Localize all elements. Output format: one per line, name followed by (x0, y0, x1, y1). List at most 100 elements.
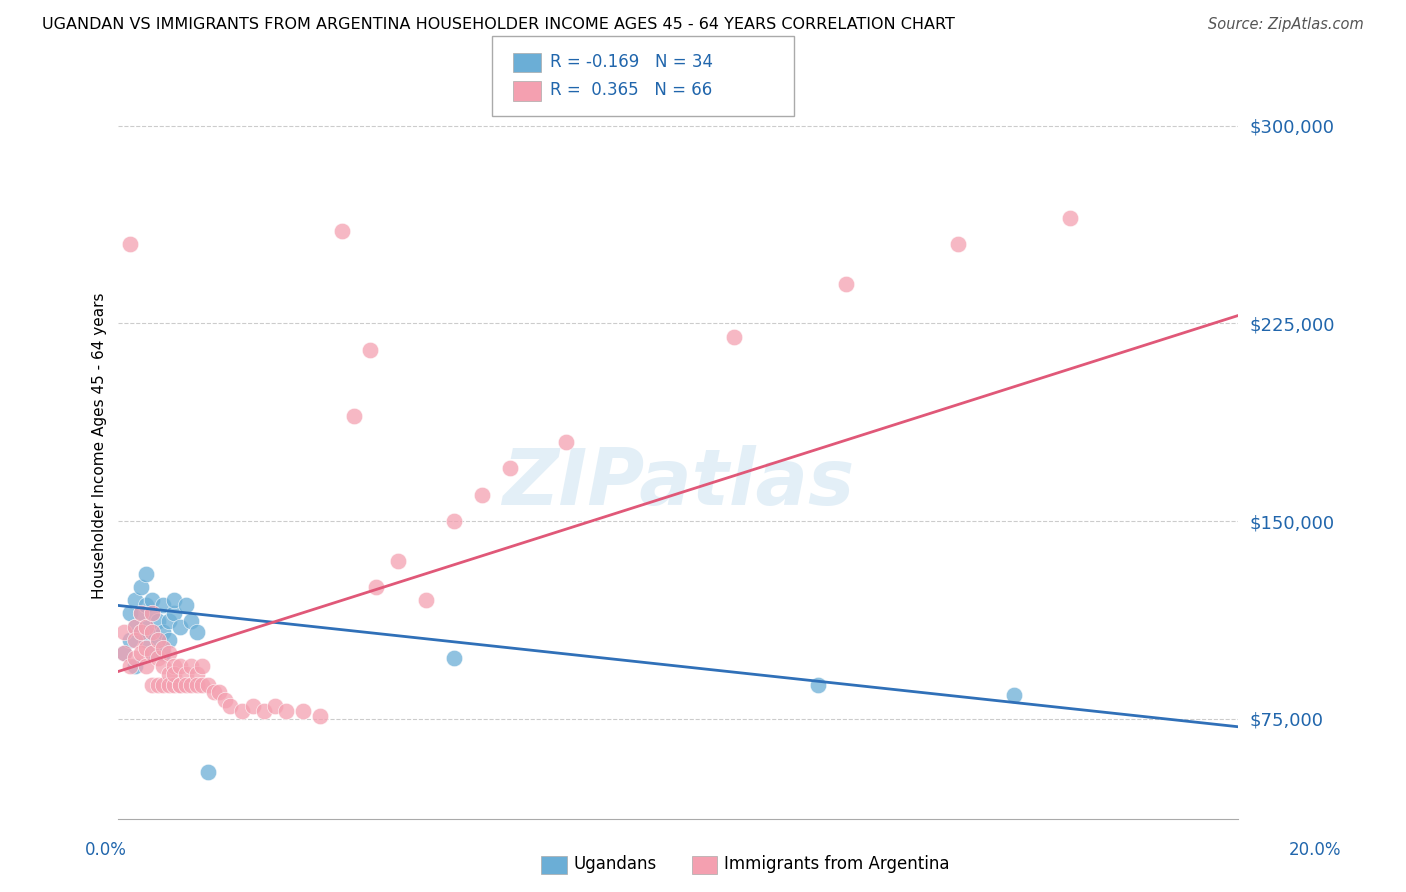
Point (135, 599, 157, 613)
Point (135, 619, 157, 633)
Point (146, 632, 169, 647)
Point (152, 646, 174, 660)
Point (186, 677, 208, 691)
Point (180, 677, 202, 691)
Point (129, 607, 152, 621)
Point (208, 685, 231, 699)
Point (191, 659, 214, 673)
Point (129, 624, 152, 639)
Point (169, 677, 191, 691)
Point (242, 698, 264, 713)
Point (309, 709, 332, 723)
Point (124, 619, 146, 633)
Text: 0.0%: 0.0% (84, 840, 127, 858)
Point (135, 659, 157, 673)
Point (129, 624, 152, 639)
Point (118, 632, 141, 647)
Point (146, 651, 169, 665)
Point (180, 615, 202, 629)
Point (152, 599, 174, 613)
Point (163, 677, 186, 691)
Point (135, 619, 157, 633)
Point (146, 632, 169, 647)
Point (555, 435, 578, 450)
Point (129, 646, 152, 660)
Point (124, 659, 146, 673)
Point (157, 632, 180, 647)
Point (186, 624, 208, 639)
Point (118, 659, 141, 673)
Text: ZIPatlas: ZIPatlas (502, 445, 855, 521)
Point (141, 646, 163, 660)
Point (163, 659, 186, 673)
Point (443, 514, 465, 528)
Text: Source: ZipAtlas.com: Source: ZipAtlas.com (1208, 17, 1364, 31)
Point (191, 677, 214, 691)
Point (129, 607, 152, 621)
Point (112, 624, 135, 639)
Point (163, 607, 186, 621)
Point (180, 659, 202, 673)
Point (124, 651, 146, 665)
Point (186, 667, 208, 681)
Point (129, 580, 152, 594)
Point (118, 607, 141, 621)
Point (415, 593, 437, 607)
Point (387, 554, 409, 568)
Point (214, 693, 236, 707)
Point (253, 704, 276, 718)
Point (112, 646, 135, 660)
Point (197, 677, 219, 691)
Point (163, 667, 186, 681)
Point (157, 677, 180, 691)
Point (124, 632, 146, 647)
Point (112, 646, 135, 660)
Point (146, 677, 169, 691)
Point (835, 277, 858, 291)
Point (443, 651, 465, 665)
Point (332, 224, 354, 238)
Point (152, 624, 174, 639)
Point (157, 667, 180, 681)
Point (169, 619, 191, 633)
Point (231, 704, 253, 718)
Text: Ugandans: Ugandans (574, 855, 657, 872)
Point (152, 677, 174, 691)
Point (118, 237, 141, 252)
Point (152, 640, 174, 655)
Point (197, 764, 219, 779)
Point (174, 667, 197, 681)
Point (135, 640, 157, 655)
Point (471, 488, 494, 502)
Text: 20.0%: 20.0% (1288, 840, 1341, 858)
Point (141, 607, 163, 621)
Point (124, 619, 146, 633)
Point (948, 237, 970, 252)
Point (163, 593, 186, 607)
Point (141, 677, 163, 691)
Point (141, 646, 163, 660)
Point (135, 566, 157, 581)
Point (157, 615, 180, 629)
Point (276, 704, 298, 718)
Point (807, 677, 830, 691)
Point (141, 607, 163, 621)
Point (1002, 688, 1025, 702)
Point (1059, 211, 1081, 225)
Point (152, 659, 174, 673)
Point (342, 409, 364, 423)
Point (141, 624, 163, 639)
Point (364, 580, 387, 594)
Point (174, 677, 197, 691)
Point (202, 685, 225, 699)
Point (157, 646, 180, 660)
Point (264, 698, 287, 713)
Point (292, 704, 315, 718)
Point (499, 461, 522, 475)
Point (169, 677, 191, 691)
Text: Immigrants from Argentina: Immigrants from Argentina (724, 855, 949, 872)
Point (723, 329, 745, 343)
Point (219, 698, 242, 713)
Point (135, 632, 157, 647)
Point (141, 593, 163, 607)
